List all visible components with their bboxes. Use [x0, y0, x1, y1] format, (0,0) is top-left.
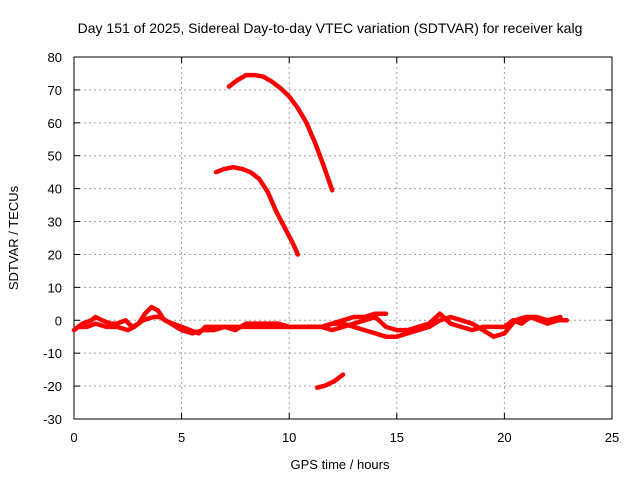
y-tick-label: 40: [48, 182, 62, 197]
y-tick-label: 10: [48, 280, 62, 295]
x-axis-label: GPS time / hours: [291, 457, 390, 472]
y-tick-label: 70: [48, 83, 62, 98]
series-group: [71, 72, 570, 390]
chart-title: Day 151 of 2025, Sidereal Day-to-day VTE…: [78, 20, 583, 36]
y-tick-label: 60: [48, 116, 62, 131]
y-axis: -30 -20 -10 0 10 20 30 40 50 60 70 80: [43, 50, 612, 427]
grid: [74, 57, 612, 419]
y-tick-label: -30: [43, 412, 62, 427]
x-tick-label: 25: [605, 430, 619, 445]
series-arc-high: [226, 72, 335, 193]
x-tick-label: 0: [70, 430, 77, 445]
y-tick-label: 80: [48, 50, 62, 65]
y-axis-label: SDTVAR / TECUs: [6, 185, 21, 290]
x-tick-label: 5: [178, 430, 185, 445]
y-tick-label: 0: [55, 313, 62, 328]
y-tick-label: 30: [48, 215, 62, 230]
x-tick-label: 20: [497, 430, 511, 445]
series-arc-low: [314, 372, 346, 390]
series-mid-arc: [319, 311, 389, 330]
series-arc-mid: [213, 164, 301, 257]
y-tick-label: -20: [43, 379, 62, 394]
y-tick-label: 20: [48, 247, 62, 262]
x-tick-label: 10: [282, 430, 296, 445]
plot-frame: [73, 56, 613, 420]
x-axis: 0 5 10 15 20 25: [70, 57, 619, 445]
y-tick-label: 50: [48, 149, 62, 164]
y-tick-label: -10: [43, 346, 62, 361]
x-tick-label: 15: [390, 430, 404, 445]
